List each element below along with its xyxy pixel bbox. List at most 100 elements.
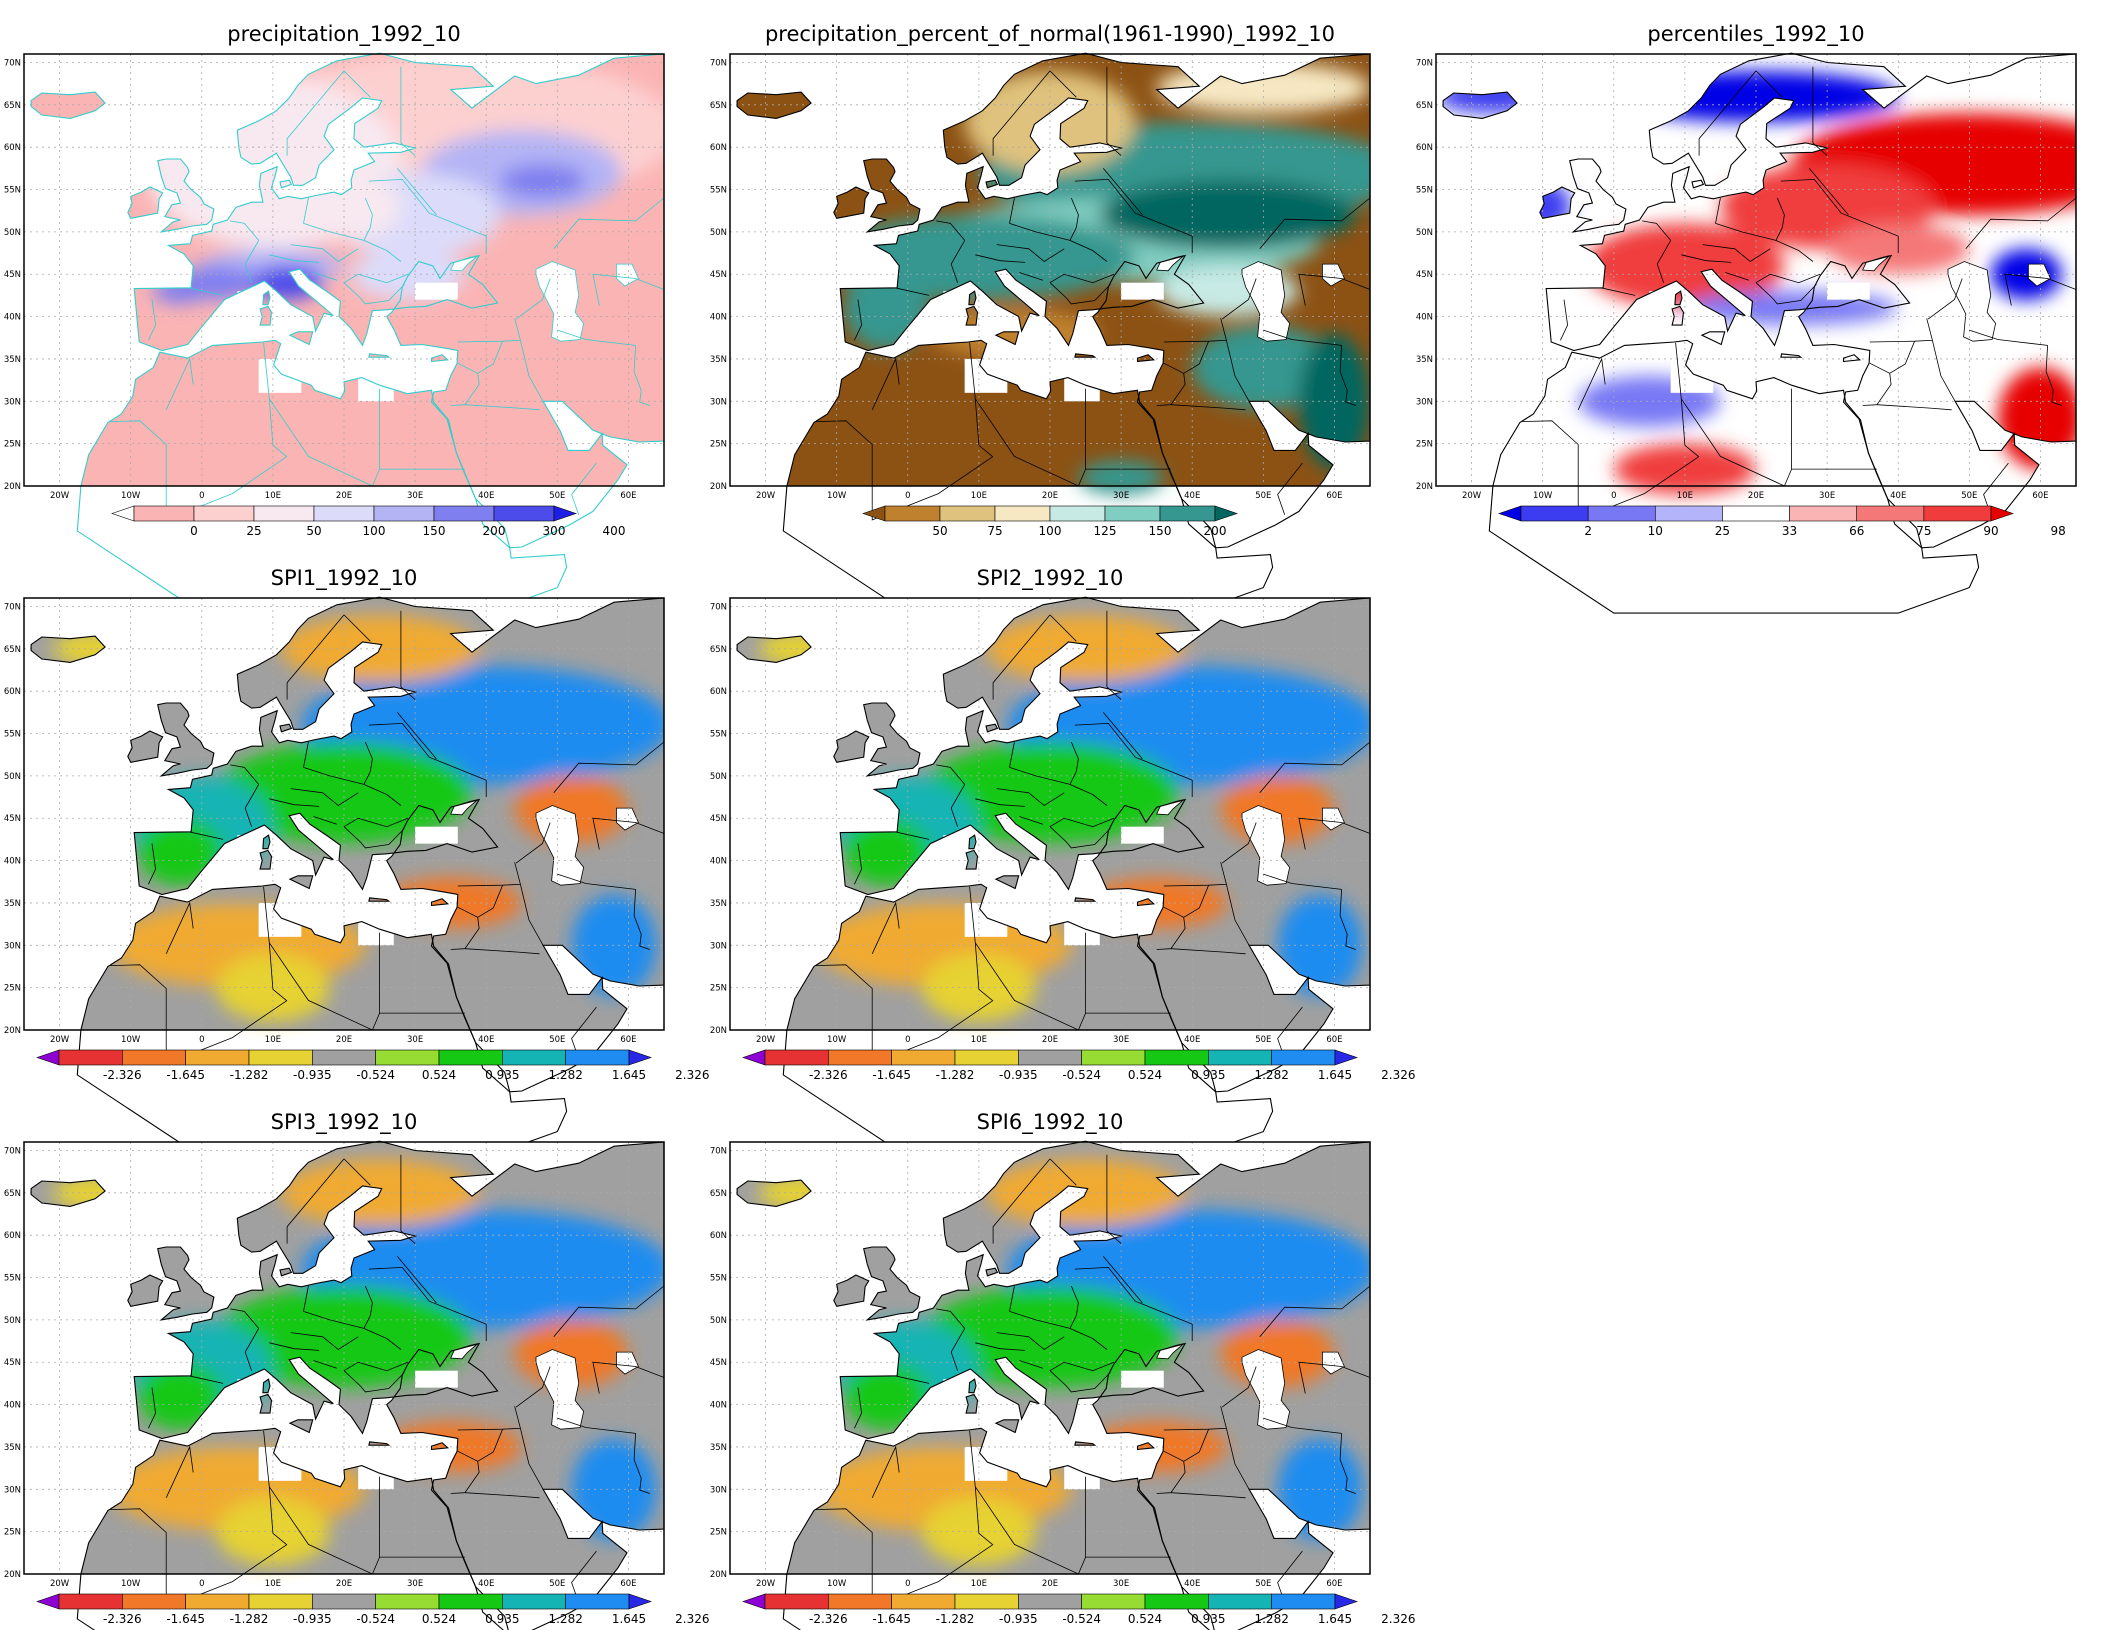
- country-border: [343, 70, 371, 98]
- field-blob: [500, 164, 586, 198]
- coast-gb: [157, 1246, 215, 1321]
- lat-tick-label: 35N: [4, 1443, 21, 1453]
- country-border: [992, 70, 1051, 156]
- lon-tick-label: 60E: [1326, 491, 1342, 501]
- country-border: [515, 1366, 551, 1408]
- country-border: [992, 614, 1051, 700]
- colorbar-segment: [438, 1593, 503, 1610]
- coast-sjaelland: [1691, 179, 1705, 189]
- sea-aral: [616, 807, 639, 831]
- country-border: [1869, 318, 1933, 343]
- coast-ireland: [833, 186, 870, 219]
- lon-tick-label: 50E: [549, 491, 565, 501]
- colorbar-segment: [122, 1049, 186, 1066]
- coast-ireland: [1539, 186, 1576, 219]
- colorbar-segment: [1144, 1593, 1209, 1610]
- coast-sicily: [1700, 331, 1726, 346]
- colorbar-segment: [994, 505, 1051, 522]
- coast-eurasia: [839, 1140, 1371, 1630]
- coast-corsica: [968, 834, 977, 850]
- lon-tick-label: 20W: [756, 1035, 776, 1045]
- country-border: [1775, 197, 1814, 262]
- lat-tick-label: 20N: [710, 1026, 727, 1036]
- coast-eurasia: [1545, 52, 2077, 549]
- colorbar-tick-label: -0.935: [293, 1068, 332, 1082]
- coast-crete: [1074, 353, 1097, 358]
- colorbar-segment: [312, 1593, 376, 1610]
- lat-tick-label: 35N: [4, 355, 21, 365]
- country-border: [286, 614, 345, 700]
- colorbar-tick-label: 1.645: [1318, 1612, 1352, 1626]
- country-border: [1064, 273, 1115, 284]
- lat-tick-label: 55N: [4, 1274, 21, 1284]
- lat-tick-label: 50N: [4, 228, 21, 238]
- lat-tick-label: 40N: [4, 1401, 21, 1411]
- country-border: [1009, 741, 1015, 768]
- map-frame: [1435, 53, 2077, 487]
- country-border: [313, 1360, 338, 1369]
- lon-tick-label: 10W: [827, 1035, 847, 1045]
- sea-aral: [1322, 263, 1345, 287]
- country-border: [368, 722, 487, 798]
- country-border: [1339, 889, 1356, 950]
- coast-sjaelland: [985, 723, 999, 733]
- country-border: [1298, 1361, 1371, 1394]
- country-border: [1170, 948, 1246, 955]
- colorbar-tick-label: 0.935: [1191, 1068, 1225, 1082]
- country-border: [1102, 1256, 1143, 1304]
- colorbar-segment: [884, 505, 941, 522]
- lat-tick-label: 70N: [4, 602, 21, 612]
- colorbar-tick-label: 2.326: [675, 1612, 709, 1626]
- field-blob: [1099, 181, 1356, 249]
- lat-tick-label: 30N: [710, 1485, 727, 1495]
- country-border: [1681, 254, 1732, 263]
- colorbar-tick-label: 1.282: [548, 1068, 582, 1082]
- colorbar-tick-label: 0.524: [1128, 1068, 1162, 1082]
- coast-eurasia: [133, 52, 665, 549]
- lon-tick-label: 10E: [265, 1579, 281, 1589]
- borders: [815, 610, 1371, 1065]
- lon-tick-label: 10W: [827, 1579, 847, 1589]
- country-border: [358, 817, 409, 828]
- country-border: [1170, 404, 1246, 411]
- country-border: [1339, 345, 1356, 406]
- colorbar-segment: [1081, 1593, 1146, 1610]
- lat-tick-label: 55N: [710, 730, 727, 740]
- country-border: [515, 822, 551, 864]
- country-border: [1577, 357, 1606, 410]
- lon-tick-label: 20E: [336, 1579, 352, 1589]
- lat-tick-label: 25N: [4, 440, 21, 450]
- lon-tick-label: 10W: [121, 1579, 141, 1589]
- lat-tick-label: 65N: [4, 1189, 21, 1199]
- lon-tick-label: 60E: [620, 491, 636, 501]
- country-border: [1163, 862, 1227, 887]
- lon-tick-label: 30E: [407, 491, 423, 501]
- lon-tick-label: 10E: [265, 491, 281, 501]
- panel-title: precipitation_percent_of_normal(1961-199…: [764, 22, 1336, 46]
- colorbar-arrow-right: [1334, 1049, 1358, 1066]
- coast-corsica: [1674, 290, 1683, 306]
- coastlines: [736, 1140, 1371, 1630]
- lat-tick-label: 25N: [710, 1528, 727, 1538]
- country-border: [996, 244, 1065, 262]
- country-border: [557, 1417, 636, 1434]
- coast-crete: [368, 1441, 391, 1446]
- coast-africa: [782, 883, 1274, 1158]
- colorbar-tick-label: 0.935: [485, 1068, 519, 1082]
- country-border: [571, 462, 597, 515]
- colorbar-tick-label: 75: [987, 524, 1002, 538]
- lat-tick-label: 30N: [4, 397, 21, 407]
- country-border: [396, 168, 437, 216]
- lon-tick-label: 0: [199, 491, 204, 501]
- country-border: [1163, 341, 1209, 374]
- coast-sicily: [994, 331, 1020, 346]
- lat-tick-label: 40N: [710, 313, 727, 323]
- lon-tick-label: 60E: [1326, 1035, 1342, 1045]
- country-border: [1170, 1492, 1246, 1499]
- coast-cyprus: [430, 354, 450, 363]
- country-border: [1163, 1406, 1227, 1431]
- lon-tick-label: 30E: [1113, 1035, 1129, 1045]
- country-border: [1862, 373, 1892, 406]
- country-border: [950, 784, 966, 827]
- missing-data-cell: [415, 826, 458, 844]
